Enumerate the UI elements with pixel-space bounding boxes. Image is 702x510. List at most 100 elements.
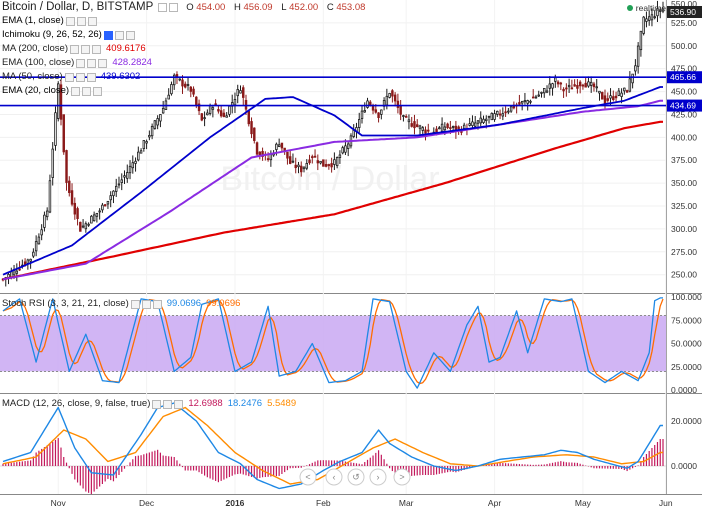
- candle-body: [57, 83, 60, 119]
- eye-icon[interactable]: [152, 399, 162, 409]
- close-icon[interactable]: [152, 299, 162, 309]
- candle-body: [236, 89, 239, 97]
- candle-body: [280, 142, 284, 149]
- candle-body: [311, 156, 314, 159]
- symbol-hide-button[interactable]: [169, 2, 179, 12]
- candle-body: [614, 95, 618, 99]
- candle-body: [54, 112, 57, 146]
- candle-body: [291, 160, 295, 163]
- candle-body: [352, 129, 355, 137]
- price-tick-label: 325.00: [671, 201, 697, 211]
- legend-ema100[interactable]: EMA (100, close) 428.2824: [2, 57, 152, 69]
- close-icon[interactable]: [125, 30, 135, 40]
- candle-body: [59, 84, 63, 120]
- eye-icon[interactable]: [103, 30, 113, 40]
- legend-stoch[interactable]: Stoch RSI (3, 3, 21, 21, close) 99.0696 …: [2, 298, 240, 310]
- candle-body: [98, 210, 101, 213]
- close-icon[interactable]: [174, 399, 184, 409]
- settings-icon[interactable]: [76, 16, 86, 26]
- candle-body: [294, 164, 297, 169]
- candle-body: [482, 118, 485, 123]
- candle-body: [565, 87, 568, 90]
- candle-body: [330, 163, 333, 168]
- candle-body: [250, 121, 253, 135]
- legend-ema20[interactable]: EMA (20, close): [2, 85, 103, 97]
- candle-body: [45, 210, 49, 218]
- legend-macd-signal: 5.5489: [267, 398, 297, 409]
- price-tick-label: 475.00: [671, 64, 697, 74]
- close-icon[interactable]: [98, 58, 108, 68]
- candle-body: [493, 113, 496, 120]
- candle-body: [137, 151, 140, 161]
- scroll-nav-button[interactable]: [347, 468, 365, 486]
- scroll-nav-button[interactable]: [393, 468, 411, 486]
- close-icon[interactable]: [86, 72, 96, 82]
- candle-body: [418, 125, 422, 129]
- candle-body: [609, 95, 612, 99]
- candle-body: [87, 223, 90, 226]
- realtime-dot-icon: [626, 5, 633, 11]
- legend-stoch-label: Stoch RSI (3, 3, 21, 21, close): [2, 298, 129, 309]
- eye-icon[interactable]: [64, 72, 74, 82]
- candle-body: [40, 229, 43, 236]
- scroll-nav-button[interactable]: [325, 468, 343, 486]
- close-icon[interactable]: [92, 44, 101, 54]
- legend-ichimoku[interactable]: Ichimoku (9, 26, 52, 26): [2, 29, 135, 41]
- candle-body: [189, 86, 193, 92]
- candle-body: [402, 115, 405, 117]
- high-label: H: [233, 1, 241, 13]
- settings-icon[interactable]: [75, 72, 85, 82]
- candle-body: [51, 148, 54, 178]
- stoch-tick-label: 25.0000: [671, 362, 702, 372]
- settings-icon[interactable]: [82, 86, 92, 96]
- candle-body: [62, 114, 65, 153]
- legend-ema1[interactable]: EMA (1, close): [2, 15, 97, 27]
- legend-ma200[interactable]: MA (200, close) 409.6176: [2, 43, 146, 55]
- candle-body: [322, 159, 325, 167]
- settings-icon[interactable]: [114, 30, 124, 40]
- candle-body: [498, 113, 502, 116]
- candle-body: [363, 110, 366, 113]
- settings-icon[interactable]: [163, 399, 173, 409]
- stoch-tick-label: 100.0000: [671, 292, 702, 302]
- candle-body: [84, 223, 88, 230]
- candle-body: [206, 112, 209, 116]
- candle-body: [192, 88, 195, 95]
- macd-line: [2, 402, 663, 490]
- candle-body: [37, 236, 41, 245]
- candle-body: [573, 84, 576, 87]
- candle-body: [103, 204, 107, 207]
- scroll-nav-button[interactable]: [369, 468, 387, 486]
- legend-ma50[interactable]: MA (50, close) 439.6302: [2, 71, 140, 83]
- scroll-nav-button[interactable]: [299, 468, 317, 486]
- candle-body: [225, 115, 228, 118]
- candle-body: [589, 81, 593, 86]
- candle-body: [302, 166, 306, 170]
- price-tick-label: 400.00: [671, 132, 697, 142]
- time-tick-label: Dec: [139, 498, 155, 508]
- time-tick-label: May: [575, 498, 592, 508]
- candle-body: [587, 81, 590, 87]
- eye-icon[interactable]: [71, 86, 81, 96]
- settings-icon[interactable]: [141, 299, 151, 309]
- last-price-tag: [667, 5, 702, 18]
- scroll-nav-icon: ›: [377, 472, 380, 482]
- close-icon[interactable]: [93, 86, 103, 96]
- candle-body: [509, 106, 513, 112]
- candle-body: [476, 120, 480, 124]
- candle-body: [534, 96, 538, 99]
- eye-icon[interactable]: [65, 16, 75, 26]
- candle-body: [631, 73, 634, 84]
- settings-icon[interactable]: [81, 44, 90, 54]
- eye-icon[interactable]: [70, 44, 79, 54]
- close-icon[interactable]: [87, 16, 97, 26]
- legend-macd[interactable]: MACD (12, 26, close, 9, false, true) 12.…: [2, 398, 296, 410]
- candle-body: [239, 90, 242, 94]
- settings-icon[interactable]: [87, 58, 97, 68]
- candle-body: [446, 123, 449, 129]
- candle-body: [399, 105, 402, 115]
- symbol-settings-button[interactable]: [158, 2, 168, 12]
- eye-icon[interactable]: [130, 299, 140, 309]
- eye-icon[interactable]: [76, 58, 86, 68]
- last-price-label: 536.90: [670, 7, 696, 17]
